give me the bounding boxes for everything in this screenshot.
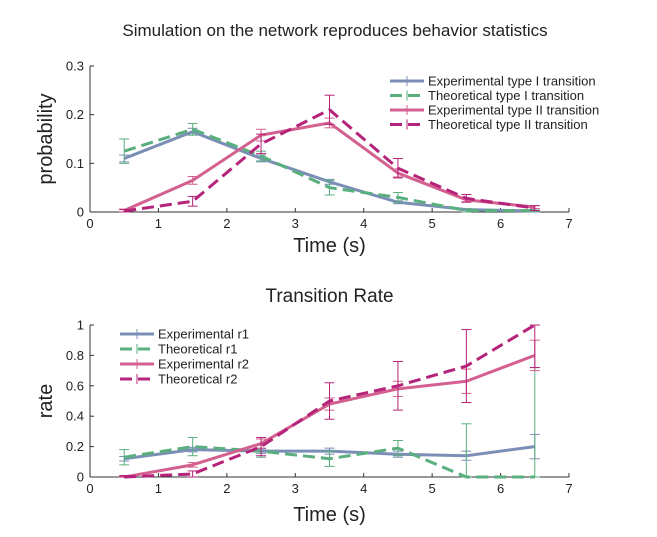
y-axis-label: rate [35,384,57,418]
x-tick-label: 3 [292,481,299,496]
x-tick-label: 6 [497,216,504,231]
y-tick-label: 0.1 [66,156,84,171]
chart-title: Transition Rate [265,286,393,307]
y-tick-label: 0 [77,205,84,220]
x-tick-label: 1 [155,481,162,496]
y-tick-label: 0.3 [66,59,84,74]
y-tick-label: 0.8 [66,348,84,363]
x-tick-label: 2 [223,481,230,496]
legend-label: Theoretical type I transition [428,88,584,103]
legend-label: Experimental type I transition [428,74,596,89]
y-tick-label: 0 [77,470,84,485]
x-tick-label: 0 [86,216,93,231]
x-axis-label: Time (s) [293,504,366,526]
x-tick-label: 1 [155,216,162,231]
x-axis-label: Time (s) [293,235,366,257]
legend-label: Experimental r1 [158,327,249,342]
x-tick-label: 5 [429,481,436,496]
legend-label: Experimental r2 [158,357,249,372]
x-tick-label: 5 [429,216,436,231]
y-tick-label: 0.6 [66,378,84,393]
y-tick-label: 0.2 [66,107,84,122]
legend-label: Experimental type II transition [428,103,599,118]
y-axis-label: probability [35,93,57,184]
x-tick-label: 4 [360,481,367,496]
legend-label: Theoretical type II transition [428,117,588,132]
transition-rate-chart: Transition Rate 0 1 2 3 4 5 6 7 0 0.2 0.4 0.6 0.8 1 Tim… [35,286,573,526]
y-tick-label: 0.4 [66,409,84,424]
x-tick-label: 7 [565,481,572,496]
x-tick-label: 0 [86,481,93,496]
x-tick-label: 7 [565,216,572,231]
y-tick-label: 0.2 [66,439,84,454]
x-tick-label: 2 [223,216,230,231]
x-tick-label: 4 [360,216,367,231]
y-tick-label: 1 [77,318,84,333]
probability-chart: 0 1 2 3 4 5 6 7 0 0.1 0.2 0.3 Time (s) probability Exp… [35,59,599,258]
x-tick-label: 3 [292,216,299,231]
x-tick-label: 6 [497,481,504,496]
figure-title: Simulation on the network reproduces beh… [122,21,547,40]
series-line [123,121,535,212]
legend-label: Theoretical r2 [158,372,237,387]
legend-label: Theoretical r1 [158,342,237,357]
